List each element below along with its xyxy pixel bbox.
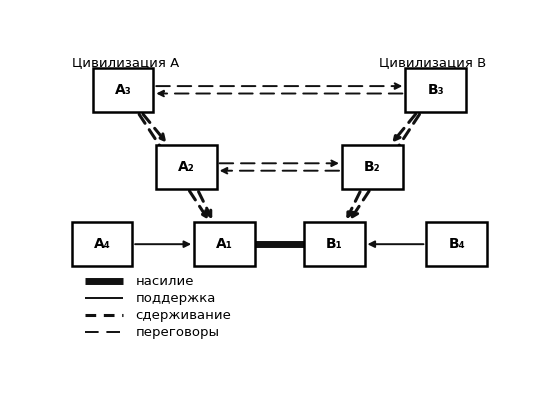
Text: Цивилизация А: Цивилизация А: [72, 56, 180, 69]
Bar: [426, 222, 487, 266]
Bar: [342, 145, 403, 189]
Text: A₁: A₁: [216, 237, 233, 251]
Text: A₃: A₃: [114, 83, 131, 97]
Bar: [93, 68, 154, 112]
Bar: [156, 145, 217, 189]
Text: A₂: A₂: [178, 160, 195, 174]
Bar: [194, 222, 255, 266]
Text: сдерживание: сдерживание: [136, 309, 232, 322]
Text: A₄: A₄: [94, 237, 110, 251]
Text: переговоры: переговоры: [136, 326, 220, 339]
Text: B₁: B₁: [326, 237, 343, 251]
Text: Цивилизация В: Цивилизация В: [379, 56, 486, 69]
Text: поддержка: поддержка: [136, 292, 216, 305]
Bar: [71, 222, 132, 266]
Text: насилие: насилие: [136, 275, 194, 288]
Text: B₂: B₂: [364, 160, 380, 174]
Bar: [405, 68, 466, 112]
Text: B₃: B₃: [427, 83, 444, 97]
Bar: [304, 222, 365, 266]
Text: B₄: B₄: [449, 237, 465, 251]
